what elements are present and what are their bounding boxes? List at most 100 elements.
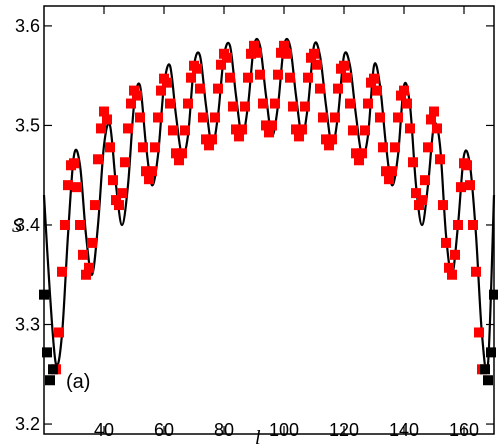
data-point-0-70 <box>261 120 271 131</box>
data-point-0-40 <box>171 148 181 159</box>
data-point-0-41 <box>174 155 184 166</box>
data-point-0-10 <box>81 269 91 280</box>
data-point-0-17 <box>102 114 112 125</box>
data-point-0-7 <box>72 182 82 193</box>
x-axis-label: l <box>255 427 261 448</box>
data-point-0-23 <box>120 157 130 168</box>
data-point-0-123 <box>420 175 430 186</box>
data-point-0-67 <box>252 47 262 58</box>
data-point-0-106 <box>369 73 379 84</box>
data-point-0-2 <box>57 266 67 277</box>
data-point-0-120 <box>411 188 421 199</box>
data-point-0-6 <box>69 158 79 169</box>
data-point-0-111 <box>384 174 394 185</box>
panel-label: (a) <box>66 371 90 393</box>
y-axis-label: S <box>12 215 22 237</box>
data-point-0-63 <box>240 101 250 112</box>
data-point-0-119 <box>408 157 418 168</box>
data-point-0-68 <box>255 69 265 80</box>
data-point-0-66 <box>249 40 259 51</box>
data-point-0-43 <box>180 125 190 136</box>
data-point-0-124 <box>423 142 433 153</box>
data-point-0-64 <box>243 72 253 83</box>
data-point-0-90 <box>321 134 331 145</box>
y-tick-label-3.2: 3.2 <box>15 414 40 434</box>
data-point-0-44 <box>183 98 193 109</box>
data-point-0-27 <box>132 90 142 101</box>
data-point-0-73 <box>270 98 280 109</box>
data-point-0-131 <box>444 262 454 273</box>
data-point-0-126 <box>429 106 439 117</box>
data-point-0-53 <box>210 112 220 123</box>
data-point-0-31 <box>144 174 154 185</box>
data-point-0-91 <box>324 140 334 151</box>
data-point-0-37 <box>162 77 172 88</box>
data-point-0-84 <box>303 72 313 83</box>
data-point-0-74 <box>273 69 283 80</box>
data-point-0-114 <box>393 112 403 123</box>
x-tick-label-120: 120 <box>329 420 359 440</box>
data-point-0-77 <box>282 48 292 59</box>
data-point-0-12 <box>87 237 97 248</box>
data-point-0-30 <box>141 166 151 177</box>
data-point-0-92 <box>327 134 337 145</box>
data-point-0-3 <box>60 219 70 230</box>
data-point-0-113 <box>390 142 400 153</box>
data-point-0-135 <box>456 182 466 193</box>
data-point-0-50 <box>201 134 211 145</box>
data-point-0-71 <box>264 127 274 138</box>
data-point-0-138 <box>465 180 475 191</box>
x-tick-label-80: 80 <box>214 420 234 440</box>
data-point-0-83 <box>300 101 310 112</box>
data-point-0-57 <box>222 52 232 63</box>
data-point-0-19 <box>108 175 118 186</box>
data-point-0-75 <box>276 47 286 58</box>
data-point-0-99 <box>348 125 358 136</box>
data-point-0-24 <box>123 123 133 134</box>
data-point-0-21 <box>114 200 124 211</box>
data-point-0-48 <box>195 83 205 94</box>
y-tick-labels: 3.2 3.3 3.4 3.5 3.6 <box>15 16 40 434</box>
data-point-0-62 <box>237 124 247 135</box>
data-point-0-33 <box>150 142 160 153</box>
data-point-0-104 <box>363 98 373 109</box>
data-point-0-8 <box>75 219 85 230</box>
data-point-0-81 <box>294 131 304 142</box>
data-point-0-134 <box>453 219 463 230</box>
data-point-0-69 <box>258 98 268 109</box>
data-point-0-65 <box>246 48 256 59</box>
data-point-0-29 <box>138 142 148 153</box>
data-point-0-25 <box>126 98 136 109</box>
y-tick-label-3.4: 3.4 <box>15 215 40 235</box>
data-point-0-72 <box>267 120 277 131</box>
data-point-0-55 <box>216 59 226 70</box>
data-point-0-45 <box>186 72 196 83</box>
x-tick-label-160: 160 <box>449 420 479 440</box>
data-point-0-16 <box>99 106 109 117</box>
data-point-0-140 <box>471 266 481 277</box>
x-tick-label-60: 60 <box>154 420 174 440</box>
data-point-0-49 <box>198 112 208 123</box>
data-point-0-22 <box>117 188 127 199</box>
x-tick-label-100: 100 <box>269 420 299 440</box>
data-point-0-1 <box>54 327 64 338</box>
data-point-0-14 <box>93 154 103 165</box>
data-point-0-132 <box>447 269 457 280</box>
x-tick-labels: 40 60 80 100 120 140 160 <box>94 420 479 440</box>
data-point-0-107 <box>372 85 382 96</box>
plot-frame <box>43 5 495 435</box>
data-point-0-78 <box>285 72 295 83</box>
data-point-0-109 <box>378 142 388 153</box>
y-tick-label-3.3: 3.3 <box>15 315 40 335</box>
data-point-0-100 <box>351 148 361 159</box>
data-point-0-102 <box>357 148 367 159</box>
data-point-0-11 <box>84 262 94 273</box>
data-point-0-117 <box>402 98 412 109</box>
data-point-0-125 <box>426 114 436 125</box>
data-point-0-94 <box>333 83 343 94</box>
data-point-0-82 <box>297 124 307 135</box>
data-point-0-122 <box>417 195 427 206</box>
data-point-0-110 <box>381 166 391 177</box>
data-point-0-129 <box>438 200 448 211</box>
